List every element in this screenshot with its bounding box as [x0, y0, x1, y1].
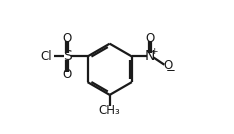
Text: O: O [63, 32, 72, 45]
Text: O: O [163, 59, 172, 72]
Text: S: S [63, 49, 72, 64]
Text: Cl: Cl [40, 50, 52, 63]
Text: −: − [166, 64, 176, 77]
Text: O: O [146, 32, 155, 45]
Text: CH₃: CH₃ [99, 104, 121, 117]
Text: O: O [63, 68, 72, 81]
Text: +: + [150, 47, 158, 56]
Text: N: N [145, 49, 155, 64]
